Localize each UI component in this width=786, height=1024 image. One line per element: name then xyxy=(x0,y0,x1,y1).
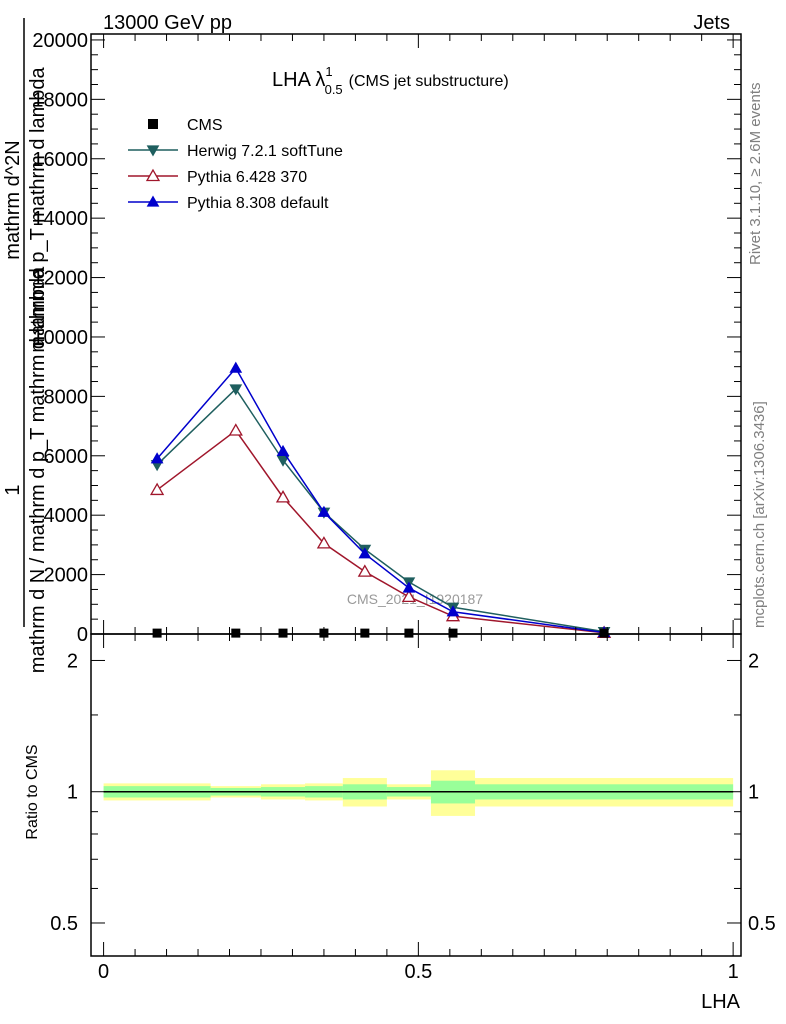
y-tick-label-3: 6000 xyxy=(44,446,89,468)
series-1-point-5 xyxy=(401,589,417,603)
y-title-denominator: mathrm d N / mathrm d p_T mathrm d lambd… xyxy=(27,266,49,673)
header-left: 13000 GeV pp xyxy=(103,12,232,34)
cms-point-1 xyxy=(231,628,241,638)
y-tick-label-0: 0 xyxy=(77,624,88,646)
series-2-point-0 xyxy=(150,452,164,464)
plot-frames: 0 2000 4000 6000 8000 10000 12000 14000 16000 180… xyxy=(32,30,775,983)
ratio-tick-label-right-0: 0.5 xyxy=(748,913,776,935)
y-tick-label-7: 14000 xyxy=(32,208,88,230)
x-tick-label-1: 0.5 xyxy=(404,961,432,983)
y-tick-label-6: 12000 xyxy=(32,268,88,290)
y-tick-label-2: 4000 xyxy=(44,505,89,527)
y-tick-label-8: 16000 xyxy=(32,149,88,171)
ratio-tick-label-left-0: 0.5 xyxy=(50,913,78,935)
y-title-numerator: 1 xyxy=(2,484,24,495)
series-line-0 xyxy=(156,387,605,633)
series-2-point-6 xyxy=(446,605,460,617)
legend-label-2: Pythia 6.428 370 xyxy=(187,169,307,186)
series-2-point-4 xyxy=(358,547,372,559)
series-1-point-3 xyxy=(316,536,332,549)
y-tick-label-9: 18000 xyxy=(32,89,88,111)
cms-point-2 xyxy=(278,628,288,638)
legend-label-1: Herwig 7.2.1 softTune xyxy=(187,143,343,160)
series-line-1 xyxy=(156,429,605,634)
y-tick-label-5: 10000 xyxy=(32,327,88,349)
x-axis-title: LHA xyxy=(701,991,741,1013)
ratio-tick-label-left-1: 1 xyxy=(67,782,78,804)
series-0-point-1 xyxy=(229,384,243,396)
legend: CMS Herwig 7.2.1 softTune Pythia 6.428 370… xyxy=(128,117,343,212)
ratio-frame xyxy=(90,633,742,957)
series-1-point-4 xyxy=(357,564,372,577)
legend-marker-2 xyxy=(145,168,161,182)
y-tick-label-4: 8000 xyxy=(44,386,89,408)
x-tick-label-0: 0 xyxy=(98,961,109,983)
series-1-point-1 xyxy=(228,423,243,436)
series-1-point-0 xyxy=(149,482,165,496)
chart-title-sub: 0.5 xyxy=(325,82,343,97)
ratio-tick-label-left-2: 2 xyxy=(67,650,78,672)
chart-title: LHA λ1 0.5 (CMS jet substructure) xyxy=(272,64,509,97)
series-2-point-3 xyxy=(317,505,331,517)
y-axis-title: 1 mathrm d N / mathrm d p_T mathrm d lam… xyxy=(2,18,49,673)
legend-marker-3 xyxy=(146,195,160,207)
cms-point-0 xyxy=(152,628,162,638)
ratio-tick-label-right-2: 2 xyxy=(748,650,759,672)
cms-point-5 xyxy=(404,628,414,638)
chart-title-sup: 1 xyxy=(325,64,332,79)
legend-label-3: Pythia 8.308 default xyxy=(187,195,329,212)
series-line-2 xyxy=(156,366,605,634)
legend-label-0: CMS xyxy=(187,117,223,134)
side-label-bottom: mcplots.cern.ch [arXiv:1306.3436] xyxy=(751,401,768,628)
cms-point-6 xyxy=(448,628,458,638)
y-tick-label-10: 20000 xyxy=(32,30,88,52)
ratio-y-title: Ratio to CMS xyxy=(24,744,41,839)
legend-marker-0 xyxy=(148,119,158,129)
cms-point-7 xyxy=(599,628,609,638)
ratio-plot-marks xyxy=(103,770,734,816)
series-2-point-5 xyxy=(402,581,416,593)
ratio-tick-label-right-1: 1 xyxy=(748,782,759,804)
y-title-part2-numerator: mathrm d^2N xyxy=(2,140,24,259)
legend-marker-1 xyxy=(146,145,160,157)
series-0-point-2 xyxy=(276,455,290,467)
y-tick-label-1: 2000 xyxy=(44,565,89,587)
side-label-top: Rivet 3.1.10, ≥ 2.6M events xyxy=(747,83,764,266)
chart-title-main: LHA λ xyxy=(272,69,325,91)
series-1-point-2 xyxy=(275,490,291,503)
chart-title-note: (CMS jet substructure) xyxy=(349,73,509,90)
series-2-point-1 xyxy=(229,361,243,373)
cms-point-4 xyxy=(360,628,370,638)
header-right: Jets xyxy=(693,12,730,34)
x-tick-label-2: 1 xyxy=(728,961,739,983)
series-2-point-2 xyxy=(276,444,290,456)
y-title-part2-denominator: mathrm d p_T mathrm d lambda xyxy=(27,66,49,352)
